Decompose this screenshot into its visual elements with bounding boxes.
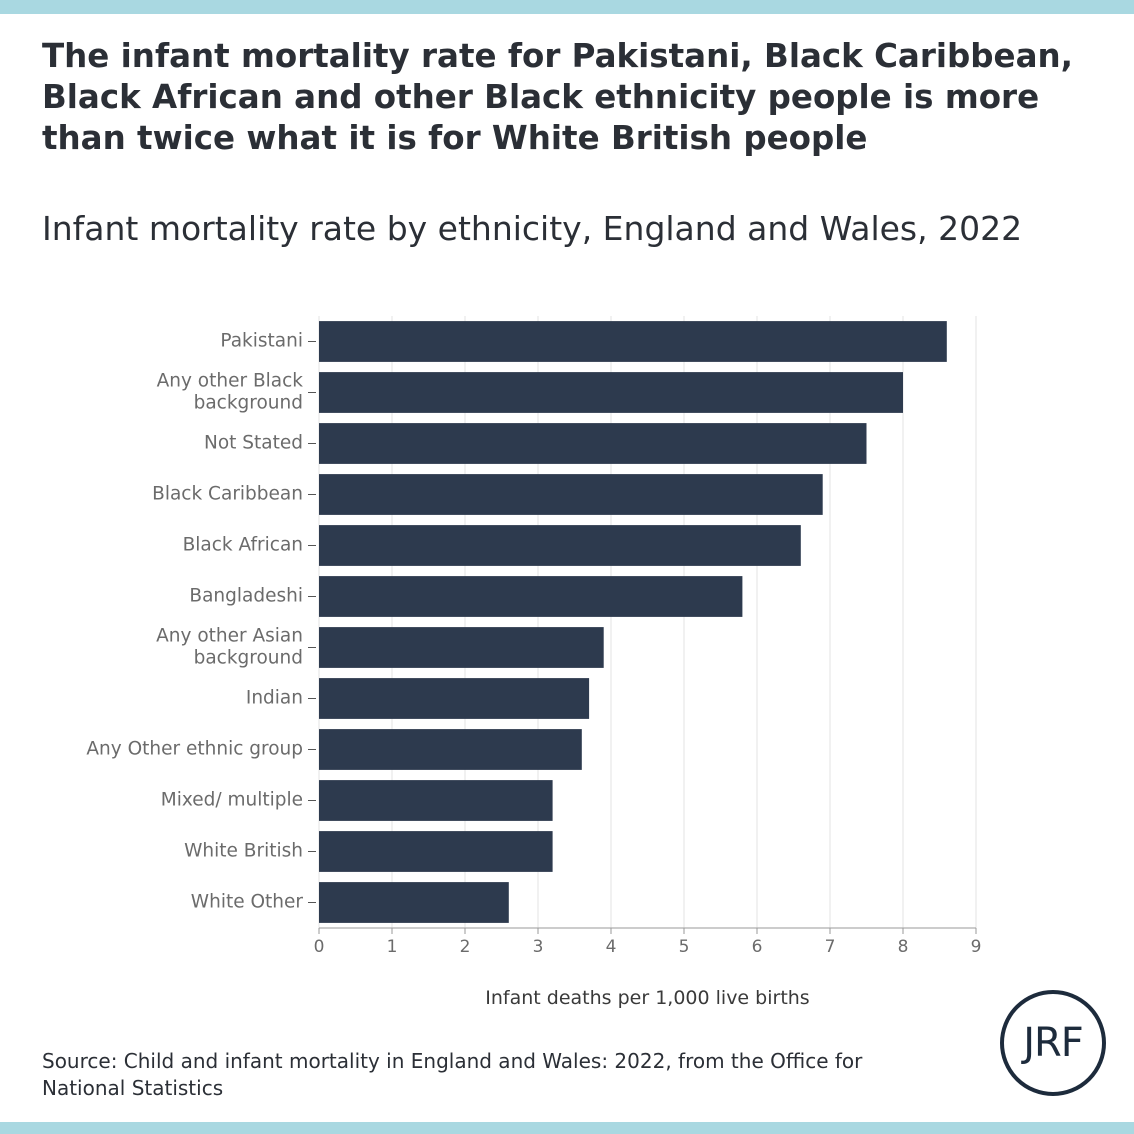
category-label-white-british: White British (184, 841, 303, 862)
x-axis-title: Infant deaths per 1,000 live births (485, 987, 809, 1009)
top-accent-band (0, 0, 1134, 14)
x-tick-label-1: 1 (387, 937, 398, 957)
x-tick-label-2: 2 (460, 937, 471, 957)
category-label-white-other: White Other (191, 892, 304, 913)
jrf-logo-text: JRF (1023, 1020, 1084, 1066)
category-label-black-caribbean: Black Caribbean (152, 484, 303, 505)
category-label-any-other-ethnic-group: Any Other ethnic group (86, 739, 303, 760)
chart-title: The infant mortality rate for Pakistani,… (42, 37, 1074, 157)
category-label-line: Black African (183, 535, 303, 556)
bottom-accent-band (0, 1122, 1134, 1134)
category-label-not-stated: Not Stated (204, 433, 303, 454)
x-tick-label-7: 7 (825, 937, 836, 957)
x-tick-label-3: 3 (533, 937, 544, 957)
bar-white-other (319, 882, 509, 923)
x-tick-label-8: 8 (898, 937, 909, 957)
category-label-line: Any other Black (157, 371, 304, 392)
bar-pakistani (319, 321, 947, 362)
category-label-line: Any Other ethnic group (86, 739, 303, 760)
category-label-line: Any other Asian (156, 626, 303, 647)
category-label-line: Bangladeshi (189, 586, 303, 607)
category-label-line: Black Caribbean (152, 484, 303, 505)
category-label-line: White Other (191, 892, 304, 913)
category-label-line: White British (184, 841, 303, 862)
bar-black-caribbean (319, 474, 823, 515)
category-label-any-other-black-background: Any other Black background (157, 371, 304, 414)
category-label-any-other-asian-background: Any other Asian background (156, 626, 303, 669)
category-label-line: Indian (246, 688, 303, 709)
category-label-line: Mixed/ multiple (161, 790, 303, 811)
bar-any-other-black-background (319, 372, 903, 413)
category-label-pakistani: Pakistani (220, 331, 303, 352)
bar-not-stated (319, 423, 867, 464)
bar-mixed-multiple (319, 780, 553, 821)
category-label-line: Pakistani (220, 331, 303, 352)
x-tick-label-6: 6 (752, 937, 763, 957)
bar-bangladeshi (319, 576, 743, 617)
category-label-line: Not Stated (204, 433, 303, 454)
bar-any-other-ethnic-group (319, 729, 582, 770)
source-note: Source: Child and infant mortality in En… (42, 1049, 863, 1100)
category-label-mixed-multiple: Mixed/ multiple (161, 790, 303, 811)
category-label-bangladeshi: Bangladeshi (189, 586, 303, 607)
chart-subtitle: Infant mortality rate by ethnicity, Engl… (42, 209, 1023, 248)
jrf-logo: JRF (1000, 990, 1106, 1096)
bar-black-african (319, 525, 801, 566)
bar-indian (319, 678, 590, 719)
bar-white-british (319, 831, 553, 872)
category-label-line: background (194, 393, 303, 414)
x-tick-label-0: 0 (314, 937, 325, 957)
category-label-black-african: Black African (183, 535, 303, 556)
category-label-indian: Indian (246, 688, 303, 709)
category-label-line: background (194, 648, 303, 669)
x-tick-label-4: 4 (606, 937, 617, 957)
x-tick-label-9: 9 (971, 937, 982, 957)
bar-any-other-asian-background (319, 627, 604, 668)
x-tick-label-5: 5 (679, 937, 690, 957)
